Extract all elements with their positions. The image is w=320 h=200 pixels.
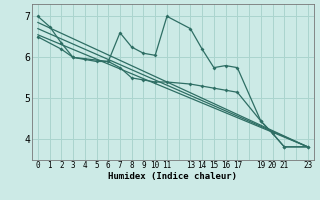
X-axis label: Humidex (Indice chaleur): Humidex (Indice chaleur): [108, 172, 237, 181]
